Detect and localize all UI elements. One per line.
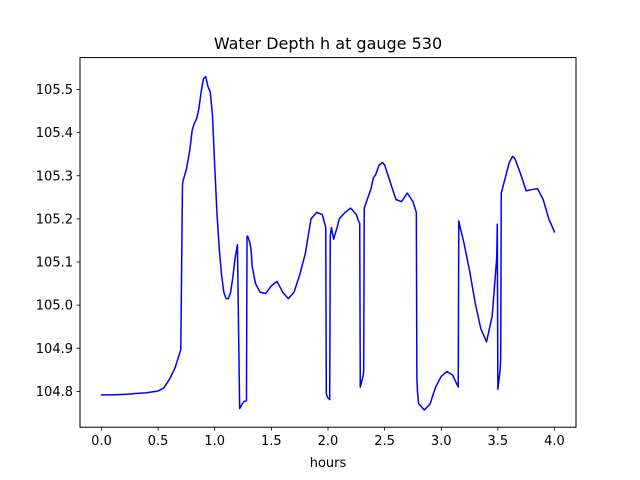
chart-title: Water Depth h at gauge 530 (214, 34, 442, 53)
x-tick-label: 1.5 (261, 434, 282, 449)
x-tick-label: 3.5 (488, 434, 509, 449)
y-tick-label: 105.0 (36, 299, 73, 314)
x-tick-label: 1.0 (204, 434, 225, 449)
x-axis: 0.0 0.5 1.0 1.5 2.0 2.5 3.0 3.5 4.0 (91, 427, 565, 449)
y-tick-label: 105.1 (36, 256, 73, 271)
plot-layer (100, 75, 556, 411)
x-tick-label: 0.0 (91, 434, 112, 449)
y-tick-label: 104.8 (36, 385, 73, 400)
y-tick-label: 105.2 (36, 212, 73, 227)
y-tick-label: 104.9 (36, 342, 73, 357)
y-tick-label: 105.4 (36, 126, 73, 141)
series-line-0 (100, 75, 556, 411)
x-axis-label: hours (310, 456, 347, 471)
x-tick-label: 0.5 (148, 434, 169, 449)
y-tick-label: 105.5 (36, 83, 73, 98)
x-tick-label: 2.0 (318, 434, 339, 449)
x-tick-label: 4.0 (544, 434, 565, 449)
x-tick-label: 2.5 (374, 434, 395, 449)
y-tick-label: 105.3 (36, 169, 73, 184)
x-tick-label: 3.0 (431, 434, 452, 449)
y-axis: 104.8 104.9 105.0 105.1 105.2 105.3 105.4 105.5 (36, 83, 80, 400)
